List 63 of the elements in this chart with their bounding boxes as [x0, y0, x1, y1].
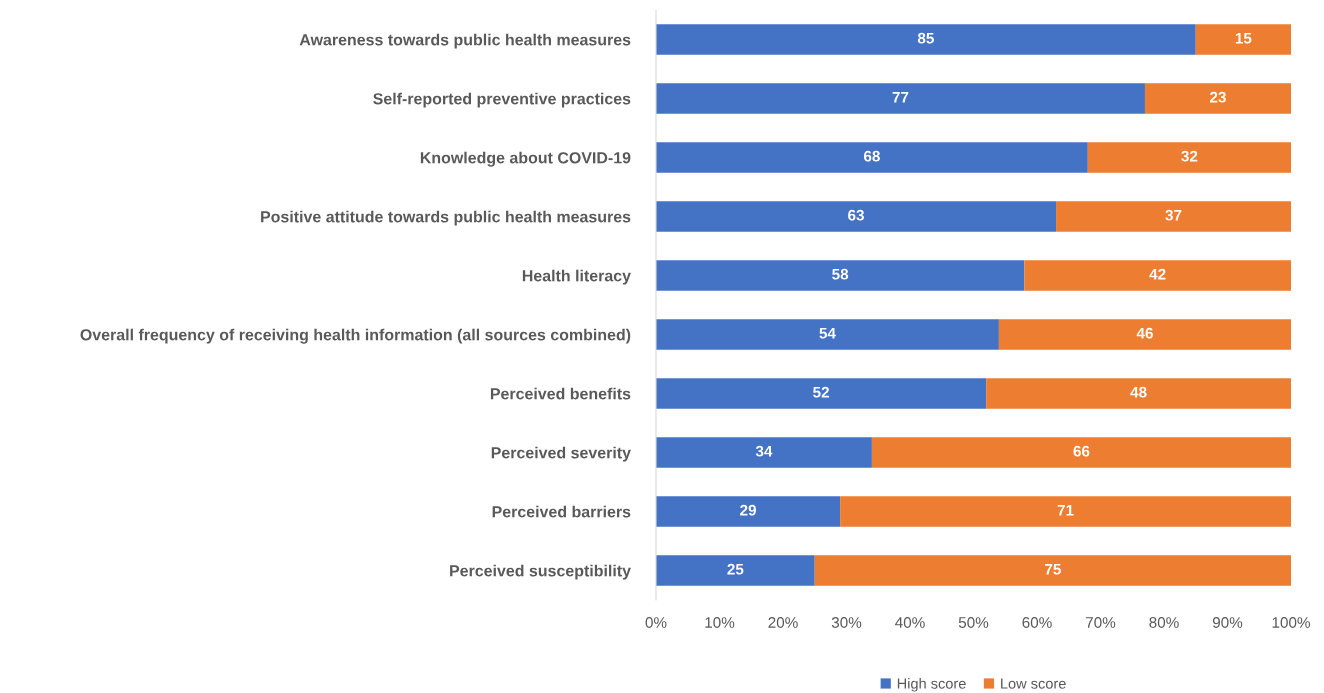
- bar: [840, 496, 1291, 527]
- data-label: 23: [1210, 91, 1226, 103]
- data-label: 58: [832, 268, 849, 280]
- x-tick-label: 80%: [1149, 617, 1179, 628]
- data-label: 68: [863, 150, 880, 162]
- bar: [656, 142, 1088, 173]
- data-label: 34: [755, 445, 773, 457]
- bar: [656, 437, 872, 468]
- y-tick-label: Self-reported preventive practices: [373, 92, 631, 108]
- bar: [656, 319, 999, 350]
- x-tick-label: 10%: [705, 617, 735, 628]
- data-label: 54: [819, 327, 836, 339]
- data-label: 77: [892, 91, 909, 103]
- x-tick-label: 30%: [831, 617, 862, 628]
- bar: [656, 555, 815, 586]
- y-tick-label: Health literacy: [522, 269, 631, 285]
- y-tick-label: Perceived severity: [491, 446, 631, 462]
- bar: [656, 83, 1145, 114]
- x-tick-label: 70%: [1085, 617, 1116, 628]
- data-label: 15: [1235, 32, 1252, 44]
- bar: [656, 24, 1196, 55]
- y-tick-label: Awareness towards public health measures: [299, 33, 631, 49]
- legend-label: Low score: [1001, 678, 1066, 689]
- bar: [814, 555, 1291, 586]
- bar: [1056, 201, 1291, 232]
- bar: [656, 378, 987, 409]
- y-tick-label: Knowledge about COVID-19: [420, 151, 631, 167]
- x-tick-label: 20%: [768, 617, 798, 628]
- bar: [1195, 24, 1291, 55]
- data-label: 37: [1165, 209, 1182, 221]
- data-label: 66: [1073, 445, 1090, 457]
- x-tick-label: 90%: [1212, 617, 1243, 628]
- data-label: 63: [848, 209, 864, 221]
- bar: [998, 319, 1291, 350]
- legend-label: High score: [897, 678, 966, 692]
- data-label: 75: [1045, 563, 1061, 575]
- bar: [656, 260, 1025, 291]
- data-label: 52: [813, 386, 829, 398]
- data-label: 71: [1057, 504, 1074, 516]
- y-tick-label: Overall frequency of receiving health information (all sources combined): [80, 328, 631, 344]
- x-tick-label: 100%: [1272, 617, 1310, 628]
- bar: [1024, 260, 1291, 291]
- data-label: 85: [917, 32, 934, 44]
- x-tick-label: 40%: [895, 617, 925, 628]
- bar: [986, 378, 1291, 409]
- x-tick-label: 60%: [1022, 617, 1052, 628]
- data-label: 25: [727, 563, 744, 575]
- data-label: 32: [1181, 150, 1198, 162]
- data-label: 46: [1136, 327, 1153, 339]
- bar: [656, 201, 1057, 232]
- data-label: 48: [1130, 386, 1147, 398]
- y-tick-label: Perceived benefits: [490, 387, 631, 400]
- bar: [1087, 142, 1291, 173]
- x-tick-label: 0%: [645, 617, 667, 628]
- data-label: 29: [740, 504, 757, 516]
- x-tick-label: 50%: [958, 617, 989, 628]
- y-tick-label: Perceived susceptibility: [450, 564, 631, 580]
- bar: [1144, 83, 1291, 114]
- data-label: 42: [1149, 268, 1166, 280]
- bar: [656, 496, 841, 527]
- y-tick-label: Positive attitude towards public health measures: [261, 210, 631, 226]
- y-tick-label: Perceived barriers: [492, 505, 631, 518]
- bar: [871, 437, 1291, 468]
